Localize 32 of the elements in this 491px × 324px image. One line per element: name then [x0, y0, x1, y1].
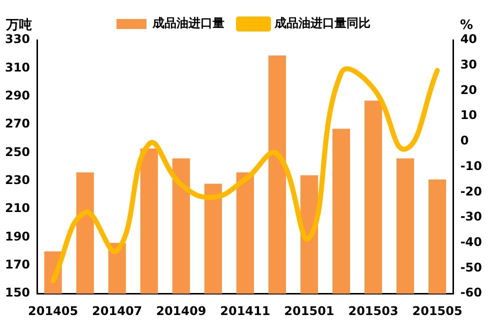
- y-tick-label: 210: [4, 201, 30, 216]
- y-tick-label: 150: [4, 286, 30, 300]
- y2-tick-label: -60: [460, 286, 482, 300]
- x-tick-label: 201411: [220, 304, 270, 318]
- x-tick-label: 201505: [412, 304, 462, 318]
- y-tick-label: 310: [4, 60, 30, 74]
- legend-label: 成品油进口量同比: [274, 16, 370, 30]
- y2-tick-label: -20: [460, 184, 482, 198]
- x-tick-label: 201503: [348, 304, 398, 318]
- y2-tick-label: -50: [460, 260, 482, 274]
- y-tick-label: 330: [4, 32, 30, 46]
- y-tick-label: 170: [4, 258, 30, 272]
- y-tick-label: 190: [4, 229, 30, 244]
- y-tick-label: 290: [4, 88, 30, 102]
- y2-tick-label: -30: [460, 210, 482, 224]
- y2-tick-label: -10: [460, 158, 482, 173]
- y-tick-label: 250: [4, 144, 30, 159]
- y-axis-title: 万吨: [5, 18, 32, 33]
- y2-axis-title: %: [460, 18, 473, 33]
- y2-tick-label: 30: [460, 57, 478, 72]
- x-tick-label: 201409: [156, 304, 206, 318]
- y-tick-label: 270: [4, 116, 30, 131]
- y2-tick-label: 10: [460, 108, 478, 122]
- legend-label: 成品油进口量: [152, 16, 224, 30]
- x-tick-label: 201405: [28, 304, 78, 318]
- y2-tick-label: 20: [460, 82, 478, 97]
- y2-tick-label: 40: [460, 32, 478, 46]
- y2-tick-label: 0: [460, 134, 469, 148]
- y2-tick-label: -40: [460, 235, 482, 250]
- y-tick-label: 230: [4, 173, 30, 188]
- x-tick-label: 201501: [284, 304, 334, 318]
- x-tick-label: 201407: [92, 304, 142, 318]
